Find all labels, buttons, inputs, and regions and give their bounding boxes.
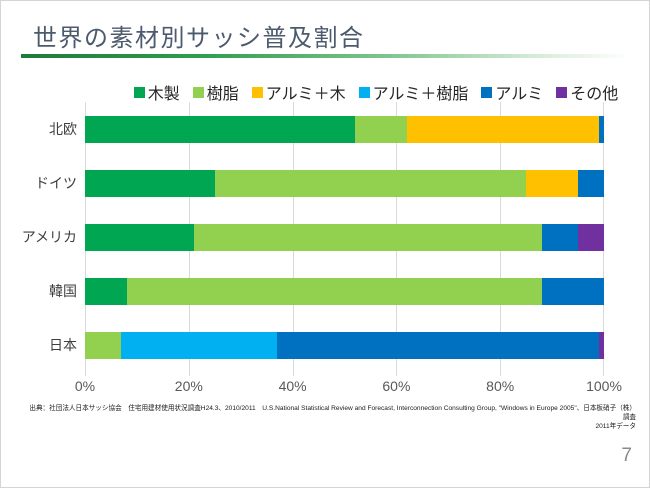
- source-line-1: 出典：社団法人日本サッシ協会 住宅用建材使用状況調査H24.3、2010/201…: [29, 405, 636, 421]
- x-axis-tick-label: 40%: [278, 378, 307, 394]
- bar-segment: [277, 331, 599, 359]
- bar-segment: [598, 115, 604, 143]
- title-accent-rule: [21, 54, 631, 58]
- category-label: アメリカ: [21, 229, 77, 245]
- legend-item: アルミ＋樹脂: [358, 80, 469, 104]
- legend-swatch-icon: [192, 86, 204, 98]
- source-line-2: 2011年データ: [595, 422, 636, 430]
- bar-row: [85, 156, 604, 210]
- bar-row: [85, 264, 604, 318]
- legend-swatch-icon: [251, 86, 263, 98]
- legend-label: 樹脂: [206, 86, 239, 103]
- x-axis-tick-label: 20%: [174, 378, 203, 394]
- legend-label: アルミ＋木: [265, 86, 346, 103]
- bar-segment: [578, 223, 604, 251]
- page-number: 7: [621, 445, 632, 466]
- x-axis-tick-label: 80%: [486, 378, 515, 394]
- legend-item: 樹脂: [192, 80, 239, 104]
- legend-label: 木製: [147, 86, 180, 103]
- bar-segment: [85, 331, 122, 359]
- x-axis-tick-label: 0%: [74, 378, 96, 394]
- bar-segment: [214, 169, 527, 197]
- stacked-bar-アメリカ: [85, 223, 604, 251]
- bar-segment: [578, 169, 604, 197]
- legend-label: その他: [570, 86, 619, 103]
- bar-segment: [193, 223, 542, 251]
- bar-segment: [354, 115, 407, 143]
- category-label: 北欧: [49, 121, 77, 137]
- bar-segment: [541, 223, 579, 251]
- legend-item: その他: [556, 80, 618, 104]
- bar-segment: [598, 331, 604, 359]
- legend: 木製 樹脂 アルミ＋木 アルミ＋樹脂 アルミ その他: [106, 80, 646, 104]
- stacked-bar-chart: [85, 102, 604, 376]
- stacked-bar-ドイツ: [85, 169, 604, 197]
- bar-segment: [85, 223, 194, 251]
- stacked-bar-日本: [85, 331, 604, 359]
- legend-swatch-icon: [556, 86, 568, 98]
- bar-segment: [126, 277, 542, 305]
- category-label: 日本: [49, 337, 77, 353]
- bar-segment: [121, 331, 278, 359]
- bar-segment: [85, 115, 355, 143]
- bar-segment: [406, 115, 599, 143]
- stacked-bar-韓国: [85, 277, 604, 305]
- bar-row: [85, 210, 604, 264]
- legend-item: 木製: [133, 80, 180, 104]
- bar-row: [85, 318, 604, 372]
- legend-label: アルミ＋樹脂: [372, 86, 469, 103]
- bar-segment: [85, 277, 127, 305]
- legend-swatch-icon: [358, 86, 370, 98]
- legend-swatch-icon: [133, 86, 145, 98]
- bar-segment: [526, 169, 579, 197]
- bar-segment: [541, 277, 604, 305]
- legend-swatch-icon: [481, 86, 493, 98]
- category-label: 韓国: [49, 283, 77, 299]
- legend-label: アルミ: [495, 86, 544, 103]
- bar-segment: [85, 169, 215, 197]
- category-label: ドイツ: [35, 175, 77, 191]
- legend-item: アルミ: [481, 80, 543, 104]
- bar-row: [85, 102, 604, 156]
- category-labels: 北欧ドイツアメリカ韓国日本: [1, 102, 77, 372]
- legend-item: アルミ＋木: [251, 80, 346, 104]
- page-title: 世界の素材別サッシ普及割合: [33, 25, 365, 52]
- x-axis-tick-label: 100%: [586, 378, 622, 394]
- stacked-bar-北欧: [85, 115, 604, 143]
- x-axis: 0% 20% 40% 60% 80% 100%: [75, 378, 622, 396]
- source-note: 出典：社団法人日本サッシ協会 住宅用建材使用状況調査H24.3、2010/201…: [26, 405, 636, 432]
- x-axis-tick-label: 60%: [382, 378, 411, 394]
